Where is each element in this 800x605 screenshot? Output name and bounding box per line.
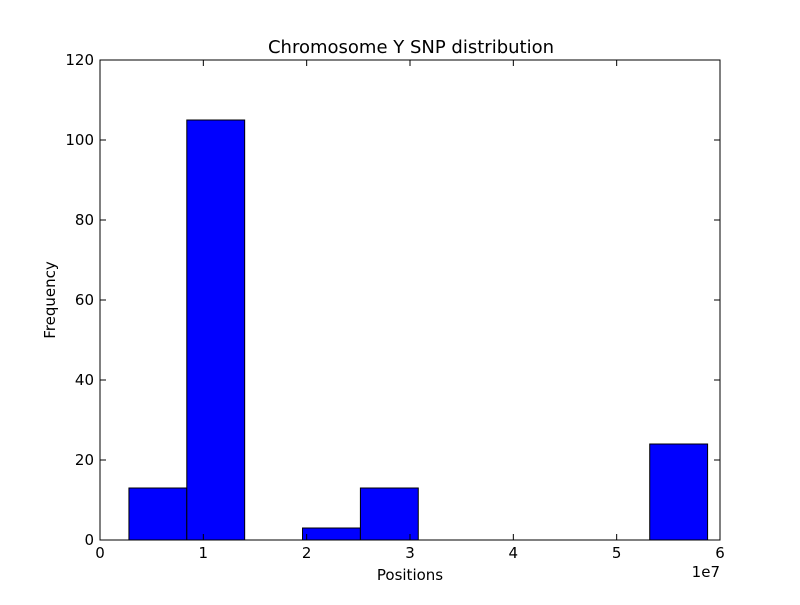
x-tick-label: 3	[405, 544, 415, 562]
y-tick-label: 20	[75, 451, 94, 469]
histogram-bar-3	[302, 527, 361, 541]
chart-title: Chromosome Y SNP distribution	[268, 37, 554, 58]
y-tick-label: 0	[84, 531, 94, 549]
x-tick-label: 0	[95, 544, 105, 562]
x-tick-label: 4	[509, 544, 519, 562]
y-tick-label: 120	[65, 51, 94, 69]
y-axis-label: Frequency	[41, 261, 59, 339]
y-tick-label: 100	[65, 131, 94, 149]
x-axis-offset-label: 1e7	[692, 563, 720, 581]
histogram-bar-4	[359, 487, 419, 541]
x-tick-label: 6	[715, 544, 725, 562]
y-tick-label: 60	[75, 291, 94, 309]
x-tick-label: 2	[302, 544, 312, 562]
histogram-bar-0	[128, 487, 188, 541]
bars-group	[128, 119, 709, 541]
x-axis-label: Positions	[377, 566, 443, 584]
y-tick-label: 80	[75, 211, 94, 229]
x-tick-label: 1	[199, 544, 209, 562]
histogram-bar-9	[649, 443, 709, 541]
histogram-bar-1	[186, 119, 246, 541]
y-tick-label: 40	[75, 371, 94, 389]
x-tick-label: 5	[612, 544, 622, 562]
